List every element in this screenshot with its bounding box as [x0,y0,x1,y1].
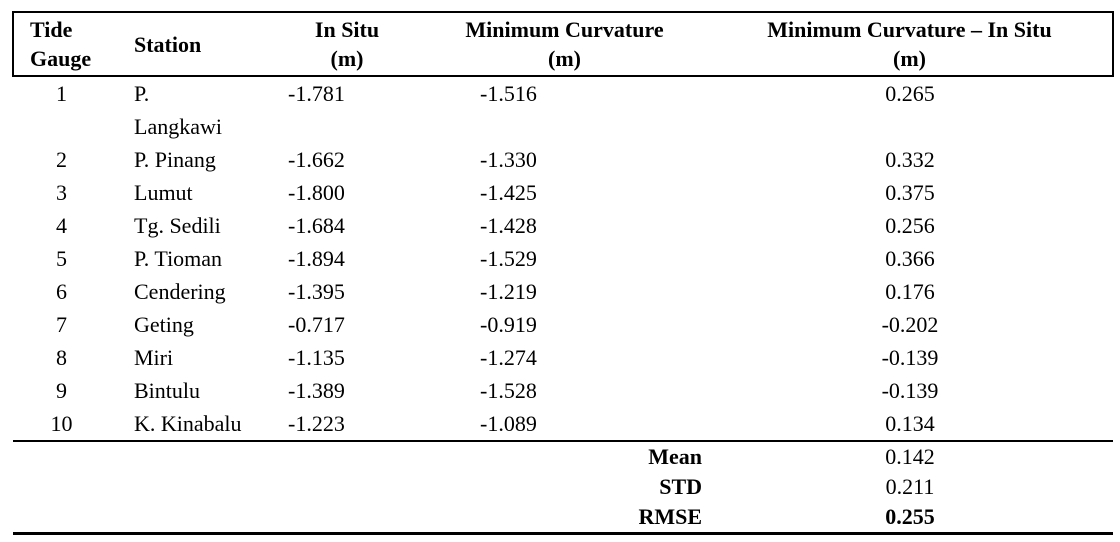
std-value: 0.211 [885,474,935,499]
station-cell: Bintulu [134,378,201,403]
table-body: 1 P. Langkawi -1.781 -1.516 0.265 2 P. P… [13,76,1113,441]
col-header-tide-gauge: Tide Gauge [12,11,110,77]
table-summary: Mean 0.142 STD 0.211 RMSE 0.255 [13,440,1113,535]
tide-gauge-cell: 3 [56,180,67,205]
station-cell: Tg. Sedili [134,213,221,238]
tide-gauge-cell: 1 [56,81,67,106]
in-situ-cell: -1.662 [288,147,345,172]
tide-gauge-cell: 6 [56,279,67,304]
col-header-difference: Minimum Curvature – In Situ (m) [707,11,1114,77]
difference-cell: 0.176 [885,279,935,304]
in-situ-cell: -1.223 [288,411,345,436]
station-cell: Geting [134,312,194,337]
table-row: 10 K. Kinabalu -1.223 -1.089 0.134 [13,407,1113,441]
rmse-value: 0.255 [707,502,1113,535]
in-situ-cell: -0.717 [288,312,345,337]
min-curvature-cell: -1.528 [480,378,537,403]
min-curvature-cell: -1.219 [480,279,537,304]
in-situ-cell: -1.389 [288,378,345,403]
col-header-station: Station [110,11,272,77]
in-situ-cell: -1.395 [288,279,345,304]
summary-row-rmse: RMSE 0.255 [13,502,1113,535]
summary-row-std: STD 0.211 [13,472,1113,502]
col-header-in-situ: In Situ (m) [272,11,422,77]
difference-cell: 0.375 [885,180,935,205]
difference-cell: -0.202 [881,312,939,337]
station-cell: P. Langkawi [134,81,222,139]
table-row: 4 Tg. Sedili -1.684 -1.428 0.256 [13,209,1113,242]
tide-gauge-cell: 10 [50,411,73,436]
station-cell: K. Kinabalu [134,411,242,436]
min-curvature-cell: -1.516 [480,81,537,106]
in-situ-cell: -1.781 [288,81,345,106]
table-row: 2 P. Pinang -1.662 -1.330 0.332 [13,143,1113,176]
tide-gauge-cell: 8 [56,345,67,370]
table-row: 3 Lumut -1.800 -1.425 0.375 [13,176,1113,209]
min-curvature-cell: -1.428 [480,213,537,238]
min-curvature-cell: -0.919 [480,312,537,337]
table-row: 9 Bintulu -1.389 -1.528 -0.139 [13,374,1113,407]
difference-cell: -0.139 [881,345,939,370]
min-curvature-cell: -1.529 [480,246,537,271]
in-situ-cell: -1.684 [288,213,345,238]
table-row: 8 Miri -1.135 -1.274 -0.139 [13,341,1113,374]
tide-gauge-cell: 2 [56,147,67,172]
station-cell: Miri [134,345,174,370]
table-header: Tide Gauge Station In Situ (m) Minimum C… [12,11,1114,77]
difference-cell: 0.332 [885,147,935,172]
in-situ-cell: -1.800 [288,180,345,205]
tide-gauge-cell: 4 [56,213,67,238]
min-curvature-cell: -1.330 [480,147,537,172]
min-curvature-cell: -1.274 [480,345,537,370]
mean-value: 0.142 [707,440,1113,472]
header-row: Tide Gauge Station In Situ (m) Minimum C… [12,11,1114,77]
tide-gauge-cell: 5 [56,246,67,271]
table-row: 5 P. Tioman -1.894 -1.529 0.366 [13,242,1113,275]
difference-cell: -0.139 [881,378,939,403]
table-row: 1 P. Langkawi -1.781 -1.516 0.265 [13,76,1113,143]
difference-cell: 0.366 [885,246,935,271]
summary-row-mean: Mean 0.142 [13,440,1113,472]
tide-gauge-cell: 7 [56,312,67,337]
col-header-min-curvature: Minimum Curvature (m) [422,11,707,77]
table-row: 7 Geting -0.717 -0.919 -0.202 [13,308,1113,341]
tide-gauge-cell: 9 [56,378,67,403]
difference-cell: 0.265 [885,81,935,106]
station-cell: P. Pinang [134,147,216,172]
std-label: STD [659,474,702,499]
difference-cell: 0.256 [885,213,935,238]
in-situ-cell: -1.894 [288,246,345,271]
station-cell: P. Tioman [134,246,223,271]
mean-label: Mean [422,440,707,472]
in-situ-cell: -1.135 [288,345,345,370]
rmse-label: RMSE [422,502,707,535]
min-curvature-cell: -1.089 [480,411,537,436]
tide-gauge-comparison-table: Tide Gauge Station In Situ (m) Minimum C… [12,11,1114,535]
station-cell: Lumut [134,180,193,205]
table-row: 6 Cendering -1.395 -1.219 0.176 [13,275,1113,308]
difference-cell: 0.134 [885,411,935,436]
station-cell: Cendering [134,279,226,304]
min-curvature-cell: -1.425 [480,180,537,205]
